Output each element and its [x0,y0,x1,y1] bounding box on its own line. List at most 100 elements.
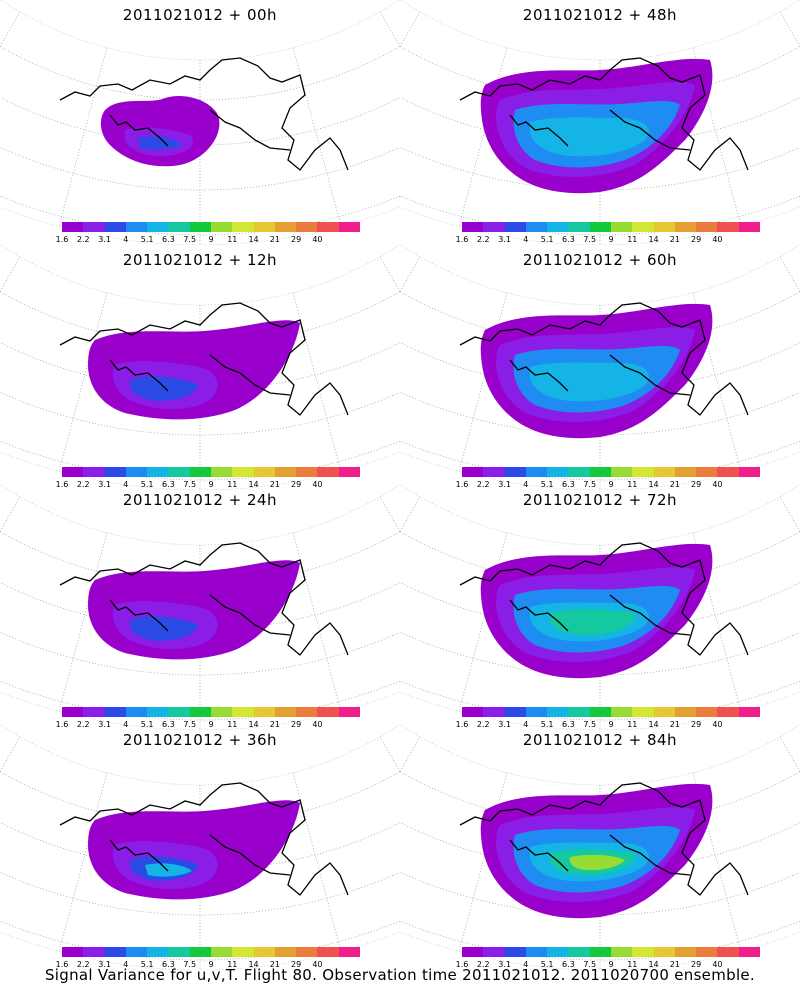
map-panel: 2011021012 + 84h 1.6 2.2 3.1 4 5.1 6.3 7.5 9 11 14… [400,725,800,970]
colorbar-swatch [738,707,760,717]
colorbar-tick-label: 21 [669,480,680,489]
variance-field [88,800,300,900]
colorbar-swatch [483,947,505,957]
colorbar-tick-label: 7.5 [583,720,597,729]
colorbar-swatch [653,222,675,232]
colorbar-swatch [610,222,633,232]
colorbar-tick-label: 40 [312,235,323,244]
colorbar-swatch [189,707,211,717]
coastline [459,782,749,896]
map-panel: 2011021012 + 48h 1.6 2.2 3.1 4 5.1 6.3 7.5 9 11 14… [400,0,800,245]
colorbar-tick-label: 14 [248,720,259,729]
colorbar-swatch [104,467,126,477]
colorbar-swatch [568,947,590,957]
colorbar-tick-label: 3.1 [98,235,111,244]
colorbar-swatch [632,947,654,957]
colorbar-tick-label: 2.2 [476,480,490,489]
polar-map [400,245,800,490]
colorbar-swatch [717,707,739,717]
colorbar-tick-label: 5.1 [140,235,154,244]
coastline [59,782,349,896]
colorbar-tick-label: 3.1 [98,720,111,729]
coastline [459,57,749,171]
colorbar-tick-label: 29 [291,235,302,244]
colorbar-swatch [62,467,84,477]
colorbar-swatch [589,467,611,477]
colorbar-tick-label: 6.3 [162,235,175,244]
colorbar-tick-label: 5.1 [540,960,554,969]
colorbar-tick-label: 7.5 [183,720,197,729]
colorbar-tick-label: 29 [691,720,702,729]
colorbar-swatch [147,222,169,232]
colorbar-tick-label: 40 [312,720,323,729]
colorbar-swatch [147,947,169,957]
colorbar-swatch [674,947,697,957]
colorbar-tick-label: 1.6 [455,235,469,244]
colorbar-tick-label: 11 [227,960,238,969]
colorbar-tick-label: 4 [123,960,129,969]
colorbar-swatch [83,467,105,477]
colorbar-tick-label: 4 [123,480,129,489]
colorbar-tick-label: 14 [648,720,659,729]
map-panel: 2011021012 + 12h 1.6 2.2 3.1 4 5.1 6.3 7.5 9 11 14… [0,245,400,490]
colorbar-swatch [525,222,548,232]
colorbar-tick-label: 29 [291,720,302,729]
colorbar-tick-label: 4 [523,960,529,969]
colorbar-swatch [738,947,760,957]
colorbar-tick-label: 3.1 [98,960,111,969]
colorbar-tick-label: 14 [248,235,259,244]
colorbar-tick-label: 11 [227,720,238,729]
map-panel: 2011021012 + 24h 1.6 2.2 3.1 4 5.1 6.3 7.5 9 11 14… [0,485,400,730]
colorbar-swatch [525,707,548,717]
map-panel: 2011021012 + 72h 1.6 2.2 3.1 4 5.1 6.3 7.5 9 11 14… [400,485,800,730]
colorbar-ticks: 1.6 2.2 3.1 4 5.1 6.3 7.5 9 11 14 21 29 40 [50,720,380,732]
variance-field [480,543,713,679]
colorbar-swatch [483,467,505,477]
variance-field [480,303,713,439]
colorbar-tick-label: 5.1 [540,720,554,729]
colorbar-swatch [696,467,718,477]
colorbar-swatch [296,707,318,717]
colorbar-tick-label: 14 [648,235,659,244]
colorbar-swatch [296,467,318,477]
colorbar-tick-label: 29 [291,480,302,489]
colorbar-tick-label: 40 [712,480,723,489]
colorbar-tick-label: 5.1 [540,235,554,244]
colorbar-swatch [547,707,569,717]
colorbar-swatch [589,947,611,957]
colorbar-tick-label: 9 [608,480,614,489]
colorbar-swatch [62,707,84,717]
colorbar-tick-label: 21 [269,720,280,729]
colorbar-tick-label: 6.3 [162,720,175,729]
colorbar-tick-label: 6.3 [162,480,175,489]
colorbar-swatch [62,947,84,957]
colorbar-ticks: 1.6 2.2 3.1 4 5.1 6.3 7.5 9 11 14 21 29 40 [450,235,780,247]
colorbar-swatch [610,707,633,717]
polar-map [400,725,800,970]
colorbar-swatch [274,467,297,477]
colorbar-tick-label: 2.2 [76,720,90,729]
colorbar-swatch [168,947,190,957]
panel-title: 2011021012 + 72h [522,491,678,509]
panel-title: 2011021012 + 36h [122,731,278,749]
coastline [59,302,349,416]
colorbar-swatch [462,947,484,957]
colorbar-swatch [338,707,360,717]
colorbar-tick-label: 29 [691,235,702,244]
colorbar-swatch [274,947,297,957]
colorbar-swatch [568,222,590,232]
colorbar-swatch [210,467,233,477]
colorbar-tick-label: 6.3 [562,480,575,489]
variance-field [480,58,713,194]
polar-map [400,485,800,730]
colorbar-swatch [232,467,254,477]
polar-map [0,485,400,730]
colorbar-swatch [483,707,505,717]
colorbar-ticks: 1.6 2.2 3.1 4 5.1 6.3 7.5 9 11 14 21 29 40 [450,960,780,972]
colorbar-swatch [253,947,275,957]
colorbar-tick-label: 7.5 [183,480,197,489]
colorbar-tick-label: 5.1 [140,960,154,969]
colorbar-swatch [547,467,569,477]
colorbar-tick-label: 2.2 [76,960,90,969]
figure-caption: Signal Variance for u,v,T. Flight 80. Ob… [44,966,756,984]
